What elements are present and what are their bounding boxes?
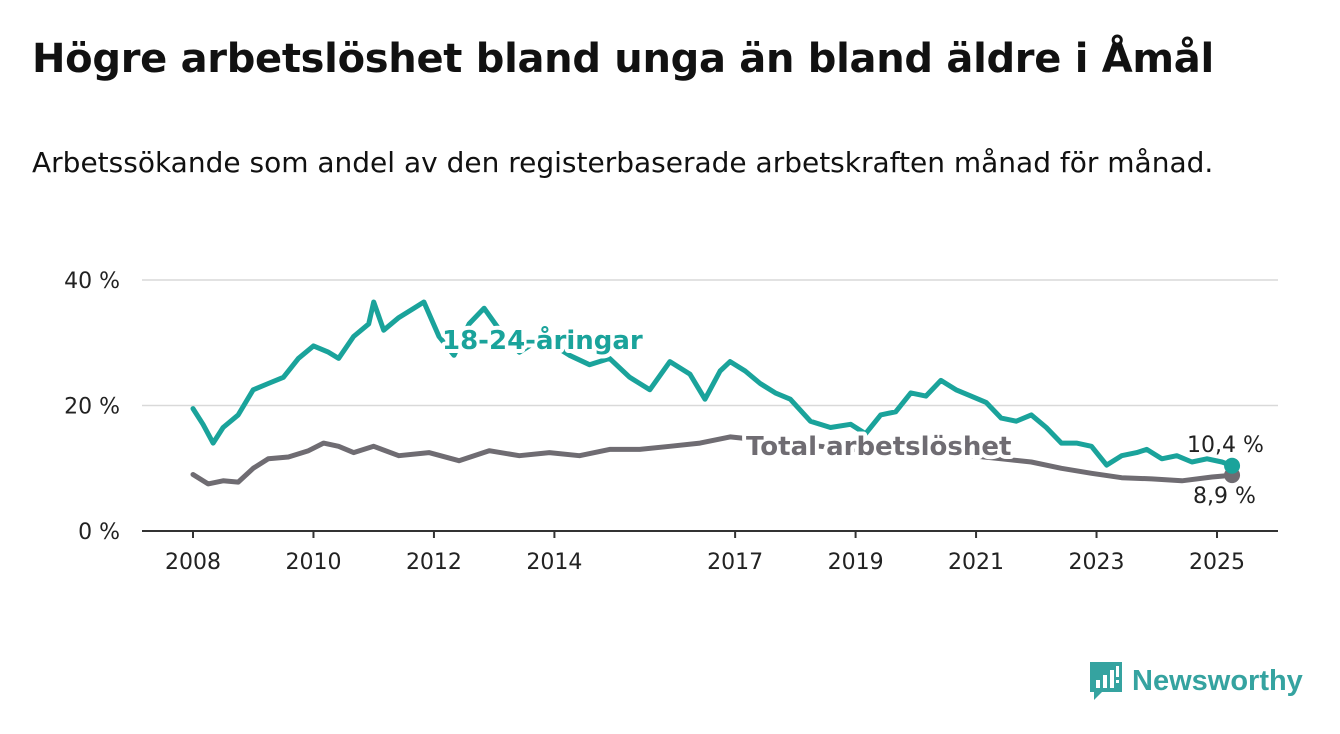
series-label-total-halo: Total arbetslöshet bbox=[746, 432, 1011, 462]
x-tick-label: 2025 bbox=[1189, 550, 1245, 575]
line-chart: 0 % 20 % 40 % 2008 2010 2012 2014 2017 2019 2021… bbox=[64, 269, 1278, 575]
x-tick-label: 2017 bbox=[707, 550, 763, 575]
x-axis: 2008 2010 2012 2014 2017 2019 2021 2023 2025 bbox=[142, 530, 1278, 575]
y-tick-label: 20 % bbox=[64, 395, 120, 420]
x-tick-label: 2014 bbox=[526, 550, 582, 575]
series-label-youth: 18-24-åringar bbox=[442, 324, 643, 356]
y-tick-label: 0 % bbox=[78, 520, 120, 545]
series-line-total bbox=[190, 434, 1235, 487]
newsworthy-logo-icon bbox=[1090, 662, 1122, 700]
series-label-total: Total arbetslöshet bbox=[746, 432, 1011, 462]
brand-logo: Newsworthy bbox=[1088, 660, 1303, 702]
x-tick-label: 2019 bbox=[828, 550, 884, 575]
chart-subtitle: Arbetssökande som andel av den registerb… bbox=[32, 146, 1214, 179]
series-line-youth bbox=[190, 299, 1235, 469]
x-tick-label: 2010 bbox=[285, 550, 341, 575]
y-tick-label: 40 % bbox=[64, 269, 120, 294]
gridlines bbox=[142, 279, 1278, 407]
x-tick-label: 2008 bbox=[165, 550, 221, 575]
end-label-total: 8,9 % bbox=[1193, 484, 1256, 509]
brand-name: Newsworthy bbox=[1132, 664, 1303, 697]
series-label-youth-halo: 18-24-åringar bbox=[442, 324, 643, 356]
chart-title: Högre arbetslöshet bland unga än bland ä… bbox=[32, 36, 1214, 82]
x-tick-label: 2012 bbox=[406, 550, 462, 575]
x-tick-label: 2021 bbox=[948, 550, 1004, 575]
x-tick-label: 2023 bbox=[1069, 550, 1125, 575]
end-point-youth bbox=[1224, 457, 1241, 474]
series-lines bbox=[190, 299, 1241, 487]
end-label-youth: 10,4 % bbox=[1187, 433, 1264, 458]
y-axis: 0 % 20 % 40 % bbox=[64, 269, 120, 545]
